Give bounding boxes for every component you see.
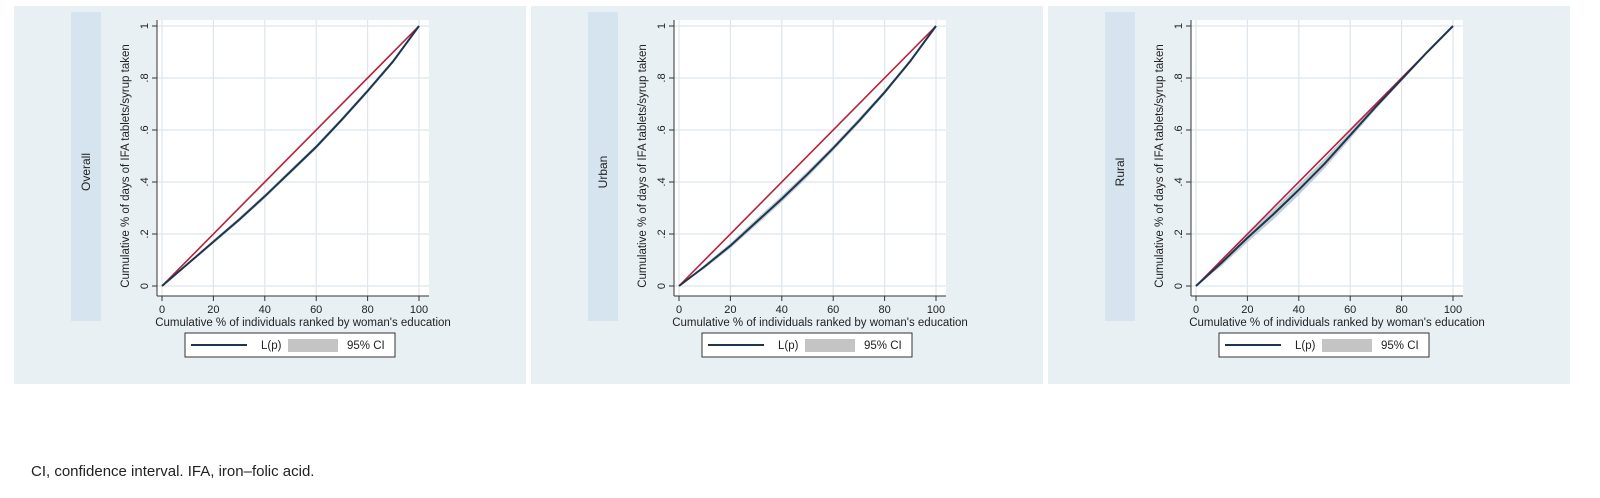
x-tick-label: 80 xyxy=(1395,304,1407,316)
y-tick-label: .2 xyxy=(1173,229,1185,238)
y-tick-label: .4 xyxy=(1173,177,1185,186)
panel-label-strip xyxy=(588,12,618,321)
x-tick-label: 100 xyxy=(410,304,428,316)
x-axis-title: Cumulative % of individuals ranked by wo… xyxy=(1189,317,1485,329)
x-tick-label: 0 xyxy=(159,304,165,316)
y-tick-label: 0 xyxy=(1173,283,1185,289)
y-tick-label: 0 xyxy=(656,283,668,289)
legend-ci-label: 95% CI xyxy=(1381,340,1419,352)
equality-line xyxy=(678,25,937,287)
legend-lp-label: L(p) xyxy=(1295,340,1316,352)
legend-ci-swatch xyxy=(288,339,338,352)
panel-label-strip xyxy=(71,12,101,321)
panel-label: Rural xyxy=(1113,158,1127,187)
y-tick-label: .8 xyxy=(139,73,151,82)
legend-ci-label: 95% CI xyxy=(864,340,902,352)
y-tick-label: .8 xyxy=(656,73,668,82)
equality-line xyxy=(161,25,420,287)
legend-lp-label: L(p) xyxy=(778,340,799,352)
legend-ci-label: 95% CI xyxy=(347,340,385,352)
panel-label-strip xyxy=(1105,12,1135,321)
y-tick-label: 1 xyxy=(656,23,668,29)
y-tick-label: 0 xyxy=(139,283,151,289)
y-tick-label: .6 xyxy=(1173,125,1185,134)
x-axis-title: Cumulative % of individuals ranked by wo… xyxy=(672,317,968,329)
x-tick-label: 100 xyxy=(927,304,945,316)
chart-panel-rural: Rural 0.2.4.6.8 1 0 20 40 60 80 100 Cumulative % … xyxy=(1048,6,1570,384)
x-tick-label: 40 xyxy=(776,304,788,316)
legend-ci-swatch xyxy=(1322,339,1372,352)
y-tick-label: .6 xyxy=(656,125,668,134)
x-tick-label: 40 xyxy=(1293,304,1305,316)
y-tick-label: 1 xyxy=(1173,23,1185,29)
lp-curve xyxy=(678,25,937,287)
y-tick-label: .2 xyxy=(656,229,668,238)
y-tick-label: 1 xyxy=(139,23,151,29)
x-tick-label: 60 xyxy=(310,304,322,316)
y-axis-title: Cumulative % of days of IFA tablets/syru… xyxy=(120,44,132,288)
x-tick-label: 60 xyxy=(827,304,839,316)
x-tick-label: 60 xyxy=(1344,304,1356,316)
x-axis-title: Cumulative % of individuals ranked by wo… xyxy=(155,317,451,329)
x-tick-label: 20 xyxy=(1241,304,1253,316)
figure-footnote: CI, confidence interval. IFA, iron–folic… xyxy=(31,463,315,480)
y-axis-title: Cumulative % of days of IFA tablets/syru… xyxy=(637,44,649,288)
y-axis-title: Cumulative % of days of IFA tablets/syru… xyxy=(1154,44,1166,288)
y-tick-label: .8 xyxy=(1173,73,1185,82)
panel-label: Overall xyxy=(79,153,93,191)
y-tick-label: .4 xyxy=(656,177,668,186)
x-tick-label: 0 xyxy=(1193,304,1199,316)
x-tick-label: 80 xyxy=(361,304,373,316)
lp-curve xyxy=(161,25,420,287)
legend-ci-swatch xyxy=(805,339,855,352)
y-tick-label: .2 xyxy=(139,229,151,238)
y-tick-label: .4 xyxy=(139,177,151,186)
legend-lp-label: L(p) xyxy=(261,340,282,352)
y-tick-label: .6 xyxy=(139,125,151,134)
panel-label: Urban xyxy=(596,156,610,189)
chart-panel-overall: Overall 0.2.4.6.8 1 0 20 40 60 80 100 Cumulative … xyxy=(14,6,526,384)
x-tick-label: 100 xyxy=(1444,304,1462,316)
x-tick-label: 20 xyxy=(724,304,736,316)
x-tick-label: 20 xyxy=(207,304,219,316)
x-tick-label: 0 xyxy=(676,304,682,316)
chart-panel-urban: Urban 0.2.4.6.8 1 0 20 40 60 80 100 Cumulative % … xyxy=(531,6,1043,384)
x-tick-label: 80 xyxy=(878,304,890,316)
lp-curve xyxy=(1195,25,1454,287)
plot-area xyxy=(674,20,946,296)
x-tick-label: 40 xyxy=(259,304,271,316)
